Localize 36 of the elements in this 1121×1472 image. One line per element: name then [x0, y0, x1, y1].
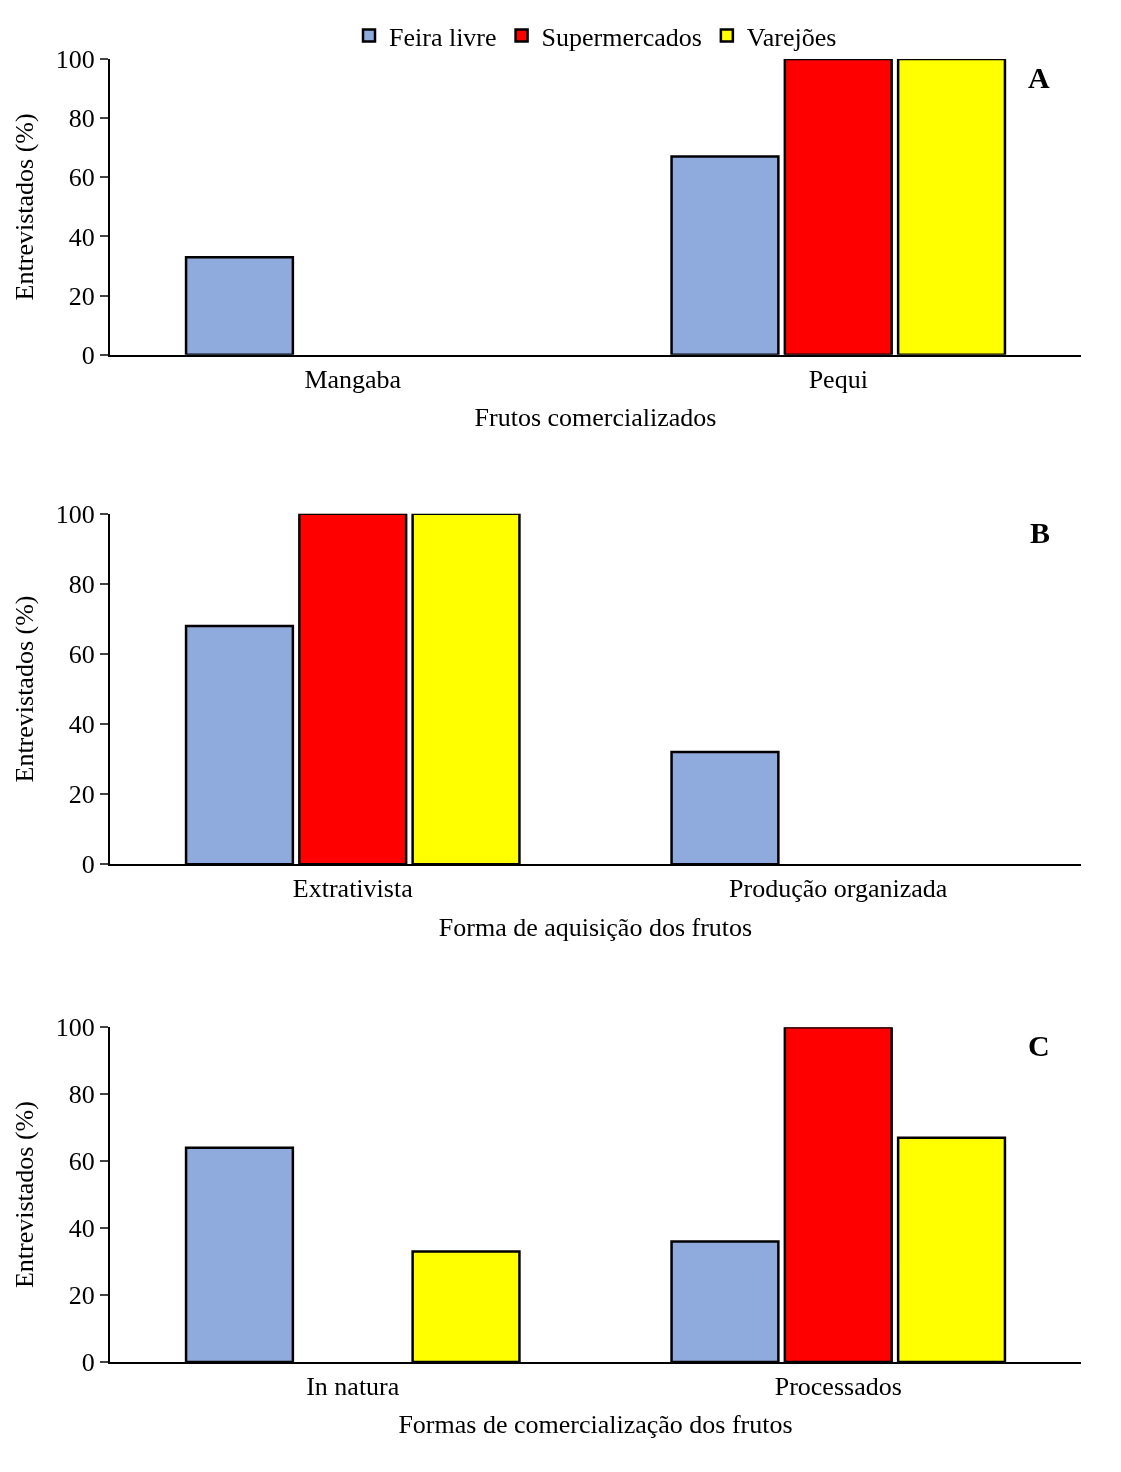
y-tick-label: 0	[81, 340, 95, 370]
legend-label: Varejões	[746, 22, 837, 52]
annotation: A	[1028, 61, 1050, 94]
y-tick-label: 100	[55, 499, 95, 529]
y-tick-label: 80	[68, 1080, 95, 1110]
y-tick-label: 40	[68, 710, 95, 740]
y-axis-title: Entrevistados (%)	[9, 1101, 39, 1289]
annotation: C	[1028, 1029, 1050, 1062]
x-tick-label: Processados	[774, 1372, 902, 1402]
y-tick-label: 40	[68, 1214, 95, 1244]
y-tick-label: 60	[68, 1147, 95, 1177]
y-tick-label: 60	[68, 640, 95, 670]
annotation: B	[1030, 516, 1051, 549]
y-tick-label: 40	[68, 222, 95, 252]
y-tick-label: 80	[68, 569, 95, 599]
legend-label: Feira livre	[389, 22, 497, 52]
x-tick-label: Mangaba	[304, 364, 402, 394]
y-tick-label: 20	[68, 281, 95, 311]
x-tick-label: In natura	[306, 1372, 400, 1402]
y-tick-label: 20	[68, 1281, 95, 1311]
y-tick-label: 0	[81, 850, 95, 880]
y-tick-label: 0	[81, 1348, 95, 1378]
y-tick-label: 80	[68, 104, 95, 134]
x-axis-title: Frutos comercializados	[474, 403, 717, 433]
y-tick-label: 60	[68, 163, 95, 193]
legend-label: Supermercados	[541, 22, 702, 52]
x-axis-title: Forma de aquisição dos frutos	[438, 912, 753, 942]
x-tick-label: Pequi	[808, 364, 868, 394]
y-tick-label: 100	[55, 45, 95, 75]
x-axis-title: Formas de comercialização dos frutos	[398, 1410, 793, 1440]
x-tick-label: Extrativista	[292, 874, 414, 904]
y-axis-title: Entrevistados (%)	[9, 113, 39, 301]
y-tick-label: 20	[68, 780, 95, 810]
y-axis-title: Entrevistados (%)	[9, 595, 39, 783]
x-tick-label: Produção organizada	[729, 874, 948, 904]
y-tick-label: 100	[55, 1013, 95, 1043]
